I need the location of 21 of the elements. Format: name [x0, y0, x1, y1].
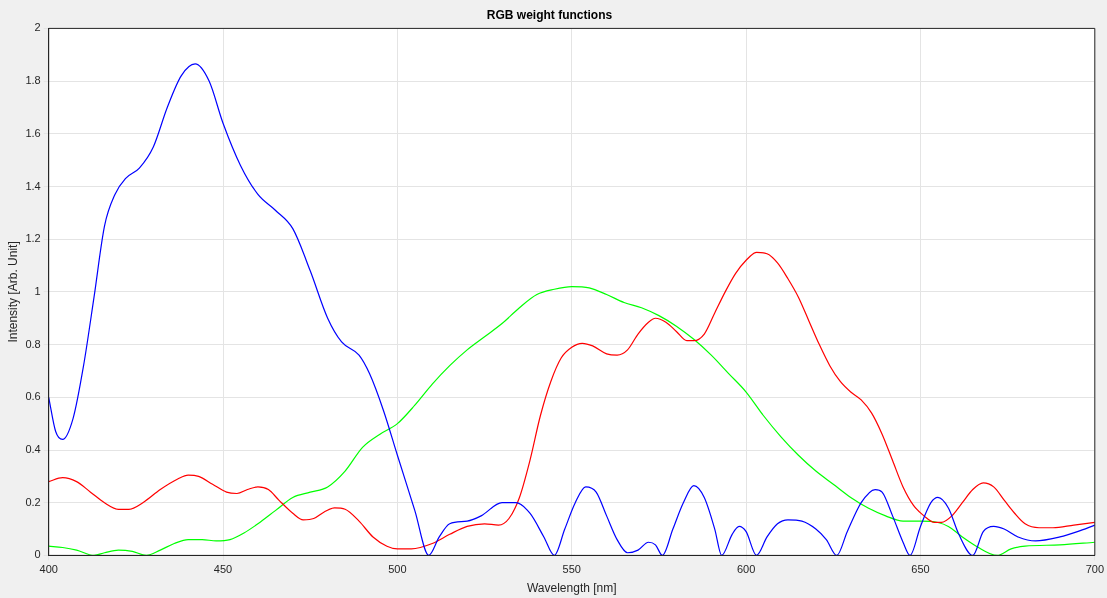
y-tick-label: 0.4	[25, 443, 41, 456]
x-tick-label: 550	[562, 563, 581, 576]
y-tick-label: 0	[34, 548, 41, 561]
chart-title: RGB weight functions	[486, 7, 613, 22]
y-tick-label: 1	[34, 284, 41, 297]
x-tick-label: 700	[1085, 563, 1104, 576]
y-tick-label: 2	[34, 21, 41, 34]
x-tick-label: 500	[388, 563, 407, 576]
y-axis-title: Intensity [Arb. Unit]	[5, 241, 20, 343]
y-tick-label: 1.8	[25, 74, 41, 87]
y-tick-label: 1.2	[25, 232, 41, 245]
y-tick-label: 0.2	[25, 495, 41, 508]
x-tick-label: 400	[39, 563, 58, 576]
y-tick-label: 0.6	[25, 390, 41, 403]
y-tick-label: 1.4	[25, 179, 41, 192]
x-tick-label: 650	[911, 563, 930, 576]
y-tick-label: 0.8	[25, 337, 41, 350]
x-axis-title: Wavelength [nm]	[526, 581, 617, 596]
x-tick-label: 600	[736, 563, 756, 576]
x-tick-label: 450	[213, 563, 233, 576]
y-tick-label: 1.6	[25, 126, 41, 139]
